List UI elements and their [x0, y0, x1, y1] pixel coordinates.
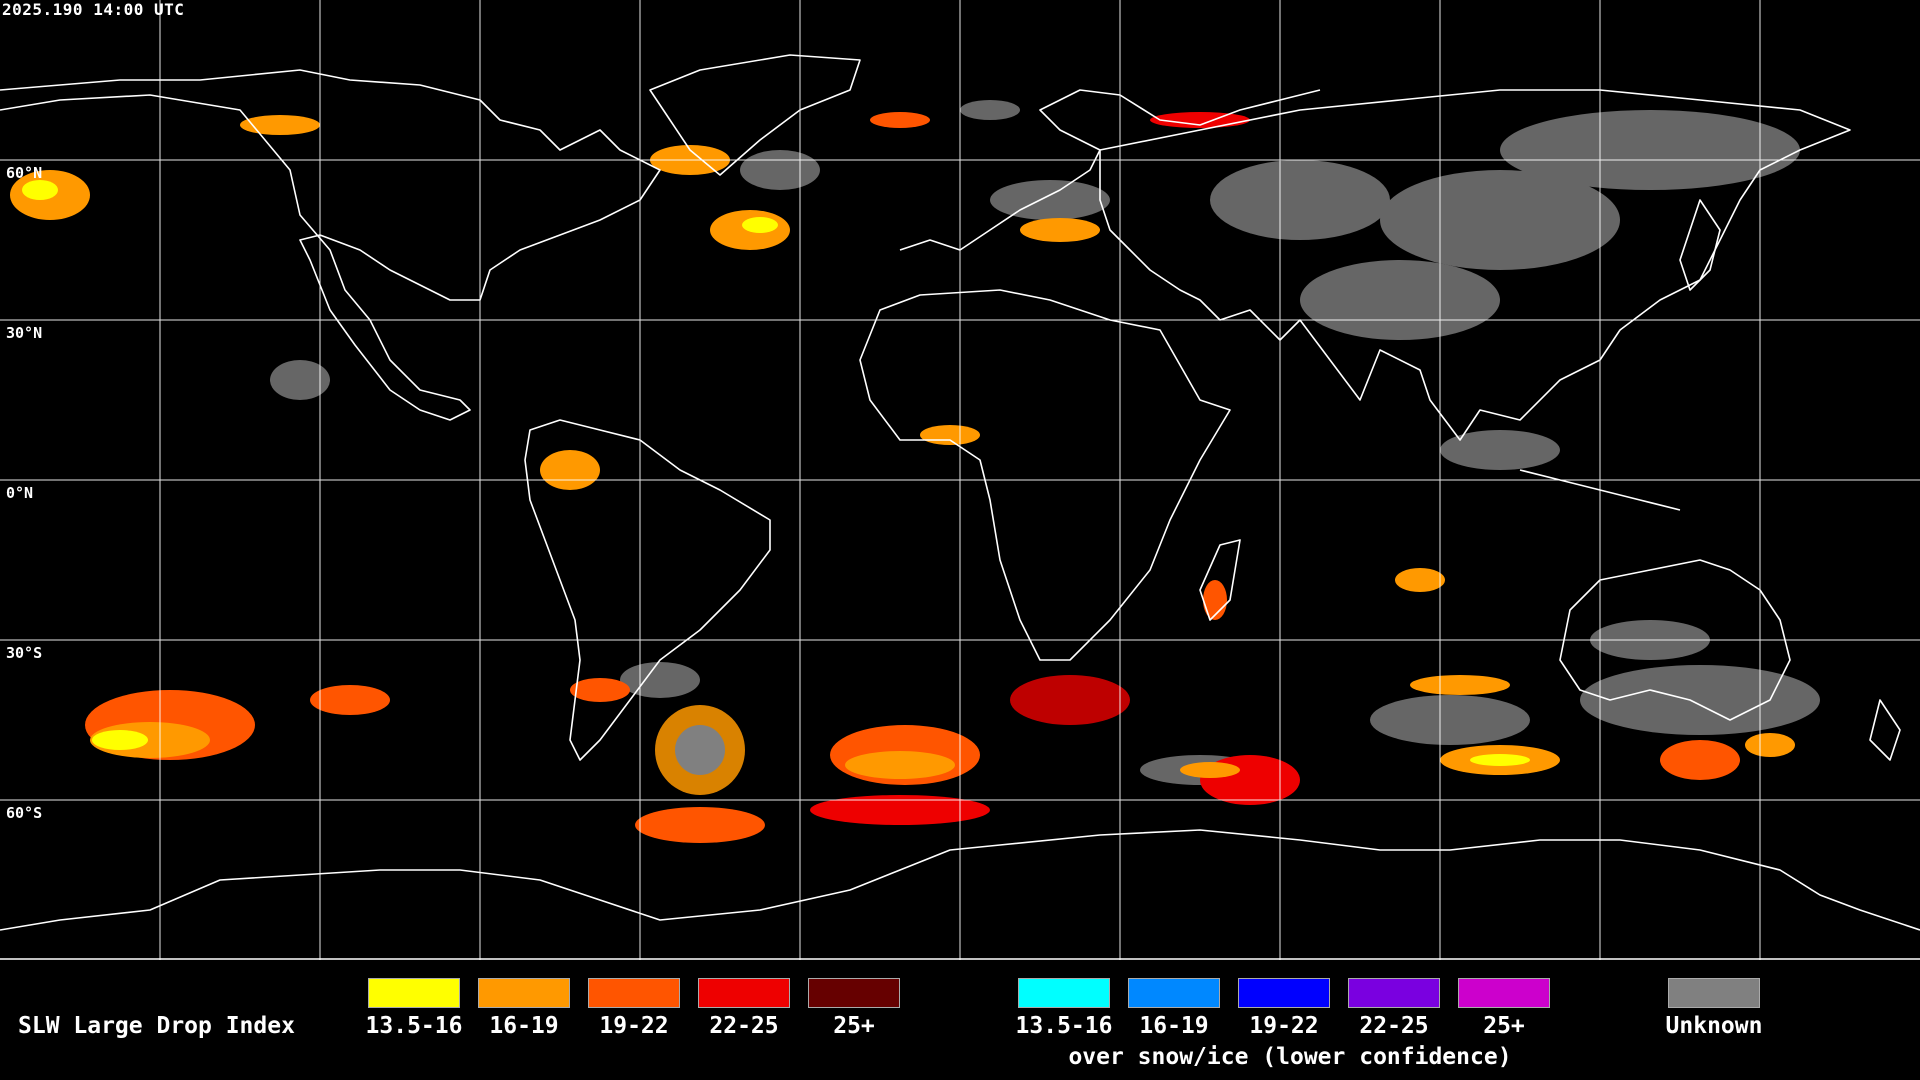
- legend-title: SLW Large Drop Index: [18, 1013, 295, 1039]
- label-main-4: 25+: [833, 1013, 875, 1039]
- lat-lon-grid: [0, 0, 1920, 960]
- coastlines: [0, 54, 1920, 931]
- swatch-snow-3: [1348, 978, 1440, 1008]
- swatch-unknown: [1668, 978, 1760, 1008]
- swatch-main-2: [588, 978, 680, 1008]
- label-main-2: 19-22: [599, 1013, 669, 1039]
- swatch-snow-4: [1458, 978, 1550, 1008]
- timestamp: 2025.190 14:00 UTC: [2, 0, 185, 19]
- swatch-main-0: [368, 978, 460, 1008]
- swatch-main-1: [478, 978, 570, 1008]
- lat-label-0n: 0°N: [6, 484, 34, 502]
- swatch-main-4: [808, 978, 900, 1008]
- legend: [0, 960, 1920, 1080]
- lat-label-60s: 60°S: [6, 804, 43, 822]
- label-unknown: Unknown: [1665, 1013, 1763, 1039]
- label-snow-1: 16-19: [1139, 1013, 1209, 1039]
- swatch-main-3: [698, 978, 790, 1008]
- label-snow-0: 13.5-16: [1015, 1013, 1113, 1039]
- label-main-3: 22-25: [709, 1013, 779, 1039]
- swatch-snow-1: [1128, 978, 1220, 1008]
- label-main-1: 16-19: [489, 1013, 559, 1039]
- lat-label-30n: 30°N: [6, 324, 43, 342]
- lat-label-60n: 60°N: [6, 164, 43, 182]
- world-map: [0, 0, 1920, 960]
- lat-label-30s: 30°S: [6, 644, 43, 662]
- snow-ice-note: over snow/ice (lower confidence): [1068, 1044, 1512, 1070]
- label-snow-3: 22-25: [1359, 1013, 1429, 1039]
- swatch-snow-2: [1238, 978, 1330, 1008]
- swatch-snow-0: [1018, 978, 1110, 1008]
- label-main-0: 13.5-16: [365, 1013, 463, 1039]
- label-snow-2: 19-22: [1249, 1013, 1319, 1039]
- label-snow-4: 25+: [1483, 1013, 1525, 1039]
